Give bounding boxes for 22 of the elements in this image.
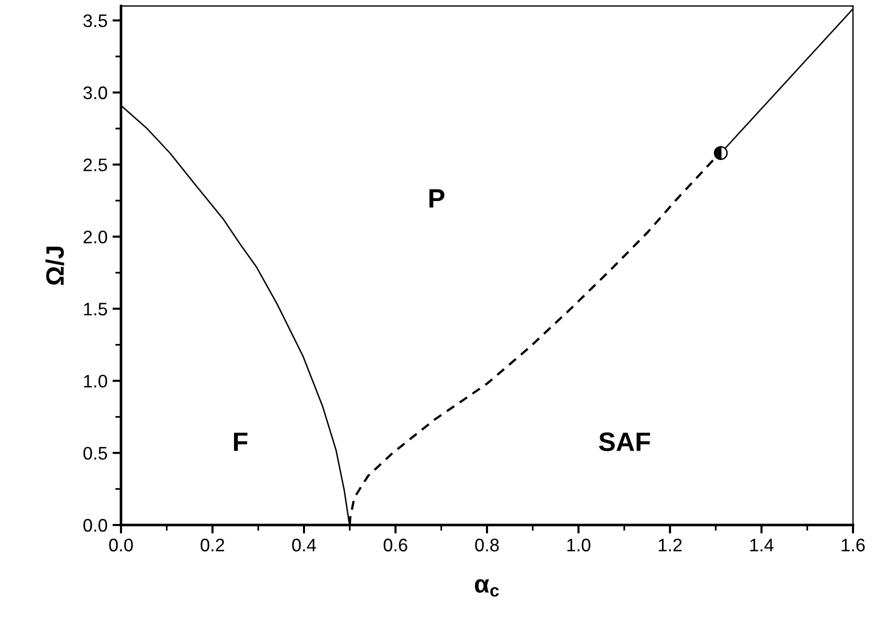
- annotation: F: [234, 432, 248, 451]
- y-tick-label: 3.0: [83, 86, 108, 100]
- x-tick-label: 0.6: [384, 538, 408, 552]
- y-axis-title: Ω/J: [46, 246, 64, 285]
- x-tick-label: 0.4: [292, 538, 316, 552]
- x-tick-label: 0.8: [475, 538, 499, 552]
- x-tick-label: 1.4: [750, 538, 774, 552]
- y-tick-label: 3.5: [83, 14, 108, 28]
- annotation: P: [429, 189, 444, 208]
- y-tick-label: 0.5: [83, 446, 108, 460]
- y-tick-label: 1.0: [84, 374, 108, 388]
- y-tick-label: 1.5: [84, 302, 108, 316]
- x-tick-label: 1.2: [658, 538, 682, 552]
- y-tick-label: 0.0: [83, 518, 108, 532]
- x-tick-label: 1.6: [842, 538, 865, 552]
- x-axis-title: α$_{c}$: [474, 579, 499, 597]
- y-tick-label: 2.0: [84, 230, 108, 244]
- x-tick-label: 0.0: [109, 538, 133, 552]
- y-tick-label: 2.5: [84, 158, 108, 172]
- x-tick-label: 0.2: [200, 538, 224, 552]
- annotation: SAF: [598, 432, 650, 452]
- x-tick-label: 1.0: [567, 538, 590, 552]
